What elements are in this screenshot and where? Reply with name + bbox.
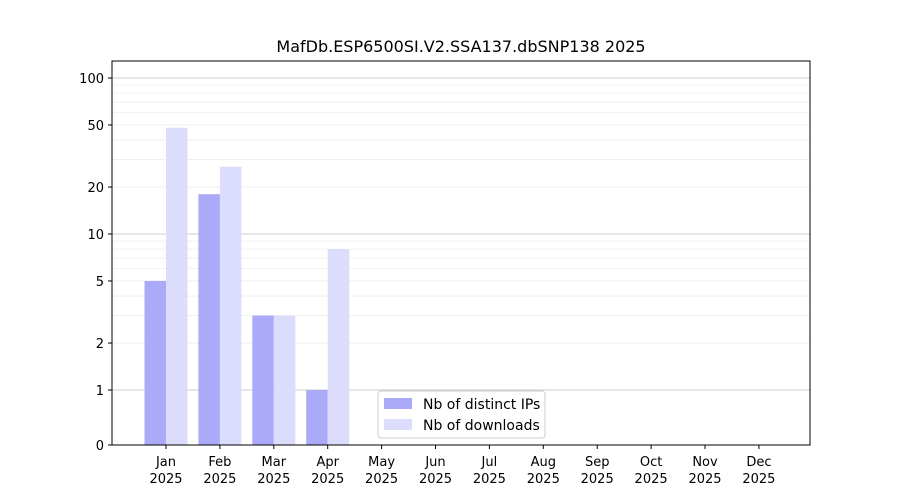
y-axis: 0 1 2 5 10 20 50 100 [79, 72, 112, 454]
x-tick-label-month: Jan [155, 455, 176, 470]
legend-swatch-downloads [384, 419, 412, 430]
x-tick-label-month: Apr [316, 455, 339, 470]
x-tick-label-month: Sep [585, 455, 610, 470]
legend-label-downloads: Nb of downloads [423, 418, 540, 434]
x-tick-label-month: Dec [746, 455, 771, 470]
y-tick-label: 1 [96, 384, 104, 399]
bar-downloads-feb [219, 166, 242, 445]
y-tick-label: 5 [96, 275, 104, 290]
x-tick-label-month: Oct [640, 455, 662, 470]
legend-swatch-ips [384, 398, 412, 409]
x-tick-label-year: 2025 [257, 472, 290, 487]
bar-distinct-ips-feb [198, 194, 220, 445]
y-tick-label: 20 [87, 181, 104, 196]
x-tick-label-year: 2025 [688, 472, 721, 487]
x-tick-label-month: Jul [481, 455, 498, 470]
x-tick-label-month: May [368, 455, 395, 470]
legend-label-ips: Nb of distinct IPs [423, 397, 540, 413]
y-tick-label: 2 [96, 337, 104, 352]
x-tick-label-year: 2025 [473, 472, 506, 487]
x-axis: Jan 2025 Feb 2025 Mar 2025 Apr 2025 May 2025 Jun 20… [149, 445, 775, 487]
x-tick-label-year: 2025 [635, 472, 668, 487]
x-tick-label-year: 2025 [527, 472, 560, 487]
x-tick-label-month: Jun [424, 455, 445, 470]
bar-distinct-ips-mar [252, 315, 274, 445]
x-tick-label-month: Aug [531, 455, 556, 470]
x-tick-label-month: Feb [208, 455, 231, 470]
bar-distinct-ips-apr [306, 390, 328, 445]
bar-downloads-jan [166, 127, 188, 445]
y-tick-label: 100 [79, 72, 104, 87]
plot-frame [111, 60, 811, 446]
y-tick-label: 50 [87, 119, 104, 134]
y-tick-label: 0 [96, 439, 104, 454]
bars [144, 127, 350, 445]
x-tick-label-year: 2025 [365, 472, 398, 487]
x-tick-label-year: 2025 [149, 472, 182, 487]
bar-distinct-ips-jan [144, 280, 166, 445]
bar-downloads-apr [327, 249, 350, 445]
x-tick-label-year: 2025 [581, 472, 614, 487]
legend: Nb of distinct IPs Nb of downloads [377, 390, 546, 439]
legend-box [377, 390, 546, 439]
x-tick-label-month: Mar [262, 455, 287, 470]
x-tick-label-month: Nov [692, 455, 718, 470]
x-tick-label-year: 2025 [419, 472, 452, 487]
x-tick-label-year: 2025 [311, 472, 344, 487]
x-tick-label-year: 2025 [203, 472, 236, 487]
bar-downloads-mar [273, 315, 296, 445]
x-tick-label-year: 2025 [742, 472, 775, 487]
y-tick-label: 10 [87, 228, 104, 243]
chart-title: MafDb.ESP6500SI.V2.SSA137.dbSNP138 2025 [276, 37, 645, 56]
